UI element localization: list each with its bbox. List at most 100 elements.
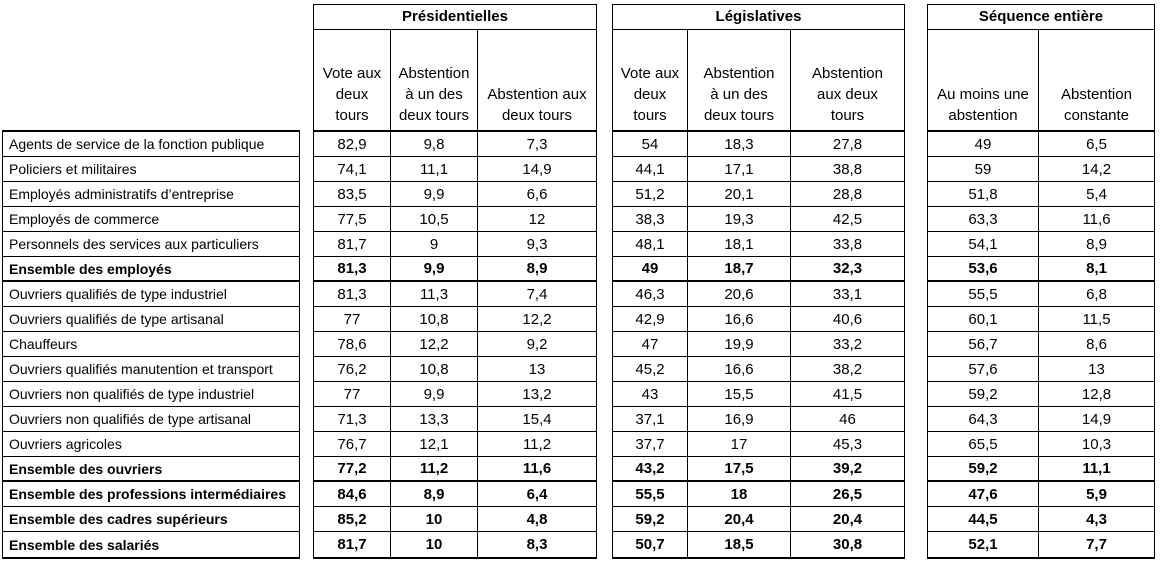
row-label: Ouvriers agricoles (9, 436, 122, 452)
row-label: Ensemble des salariés (9, 536, 160, 553)
table-row: 44,1 17,1 38,8 (613, 157, 904, 182)
row-label: Ouvriers qualifiés de type industriel (9, 286, 227, 302)
table-cell: 81,3 (314, 282, 391, 306)
column-header: Abstention à un des deux tours (391, 30, 478, 130)
table-cell: 51,2 (613, 182, 688, 206)
table-cell: 16,6 (688, 307, 791, 331)
table-cell: 6,4 (526, 485, 548, 503)
table-cell: 48,1 (613, 232, 688, 256)
table-row: 59,2 11,1 (928, 457, 1154, 482)
table-cell: 49 (928, 132, 1039, 156)
table-row: 81,7 10 8,3 (314, 532, 596, 557)
table-row: Ensemble des ouvriers (3, 457, 299, 482)
table-cell: 77,5 (314, 207, 391, 231)
row-label: Employés administratifs d’entreprise (9, 186, 234, 202)
table-row: 43 15,5 41,5 (613, 382, 904, 407)
table-row: 77,2 11,2 11,6 (314, 457, 596, 482)
table-cell: 54,1 (928, 232, 1039, 256)
table-row: 57,6 13 (928, 357, 1154, 382)
table-cell: 11,1 (1082, 460, 1111, 477)
column-header: Abstention aux deux tours (812, 65, 883, 124)
table-cell: 7,3 (526, 135, 548, 153)
column-header: Au moins une abstention (928, 30, 1039, 130)
table-cell: 18 (688, 482, 791, 506)
table-row: Ouvriers non qualifiés de type industrie… (3, 382, 299, 407)
group-headers: Vote aux deux tours Abstention à un des d… (314, 30, 596, 132)
table-row: 54,1 8,9 (928, 232, 1154, 257)
table-cell: 50,7 (613, 532, 688, 557)
table-cell: 20,1 (688, 182, 791, 206)
table-cell: 10 (391, 507, 478, 531)
row-labels-column: Agents de service de la fonction publiqu… (2, 130, 300, 559)
table-cell: 76,2 (314, 357, 391, 381)
table-cell: 38,2 (832, 360, 863, 378)
table-row: 51,2 20,1 28,8 (613, 182, 904, 207)
table-row: 45,2 16,6 38,2 (613, 357, 904, 382)
table-row: 38,3 19,3 42,5 (613, 207, 904, 232)
table-cell: 54 (613, 132, 688, 156)
table-cell: 9,3 (526, 235, 548, 253)
row-labels-rows: Agents de service de la fonction publiqu… (3, 132, 299, 557)
table-cell: 43,2 (613, 457, 688, 480)
table-cell: 39,2 (832, 460, 863, 477)
table-cell: 9,8 (391, 132, 478, 156)
table-cell: 11,6 (1082, 210, 1111, 228)
table-row: Ouvriers agricoles (3, 432, 299, 457)
table-row: Ensemble des salariés (3, 532, 299, 557)
table-cell: 13,3 (391, 407, 478, 431)
table-cell: 12,8 (1081, 385, 1112, 403)
table-cell: 55,5 (613, 482, 688, 506)
table-cell: 10,8 (391, 307, 478, 331)
table-row: 49 6,5 (928, 132, 1154, 157)
table-cell: 10 (391, 532, 478, 557)
table-cell: 14,2 (1081, 160, 1112, 178)
table-cell: 14,9 (522, 160, 552, 178)
table-cell: 33,1 (832, 285, 863, 303)
table-cell: 8,9 (1086, 235, 1107, 253)
table-row: Ensemble des cadres supérieurs (3, 507, 299, 532)
row-label: Ouvriers non qualifiés de type artisanal (9, 411, 252, 427)
table-cell: 16,9 (688, 407, 791, 431)
table-cell: 42,9 (613, 307, 688, 331)
table-cell: 71,3 (314, 407, 391, 431)
table-cell: 44,5 (928, 507, 1039, 531)
table-row: 85,2 10 4,8 (314, 507, 596, 532)
table-row: 81,3 11,3 7,4 (314, 282, 596, 307)
table-cell: 59,2 (928, 457, 1039, 480)
table-cell: 6,5 (1086, 135, 1107, 153)
table-cell: 11,1 (391, 157, 478, 181)
table-cell: 85,2 (314, 507, 391, 531)
row-label: Policiers et militaires (9, 161, 137, 177)
table-cell: 65,5 (928, 432, 1039, 456)
table-cell: 40,6 (832, 310, 863, 328)
table-cell: 10,3 (1081, 435, 1112, 453)
table-row: 59,2 12,8 (928, 382, 1154, 407)
table-cell: 27,8 (832, 135, 863, 153)
table-cell: 15,5 (688, 382, 791, 406)
row-label: Ensemble des employés (9, 260, 172, 277)
table-cell: 7,4 (526, 285, 548, 303)
table-row: 63,3 11,6 (928, 207, 1154, 232)
table-row: 48,1 18,1 33,8 (613, 232, 904, 257)
table-cell: 46,3 (613, 282, 688, 306)
table-row: 60,1 11,5 (928, 307, 1154, 332)
table-row: 65,5 10,3 (928, 432, 1154, 457)
table-cell: 11,6 (522, 460, 552, 477)
table-cell: 16,6 (688, 357, 791, 381)
row-label: Ensemble des professions intermédiaires (9, 486, 286, 502)
table-cell: 37,1 (613, 407, 688, 431)
table-cell: 74,1 (314, 157, 391, 181)
table-cell: 8,9 (391, 482, 478, 506)
table-row: Personnels des services aux particuliers (3, 232, 299, 257)
table-cell: 77 (314, 307, 391, 331)
column-header: Abstention constante (1061, 86, 1132, 124)
table-row: 43,2 17,5 39,2 (613, 457, 904, 482)
group-title: Présidentielles (314, 5, 596, 30)
table-row: 77,5 10,5 12 (314, 207, 596, 232)
table-cell: 56,7 (928, 332, 1039, 356)
table-cell: 11,2 (522, 435, 552, 453)
table-cell: 55,5 (928, 282, 1039, 306)
table-cell: 9,9 (391, 257, 478, 280)
table-cell: 5,9 (1086, 485, 1107, 503)
table-cell: 30,8 (832, 536, 863, 553)
